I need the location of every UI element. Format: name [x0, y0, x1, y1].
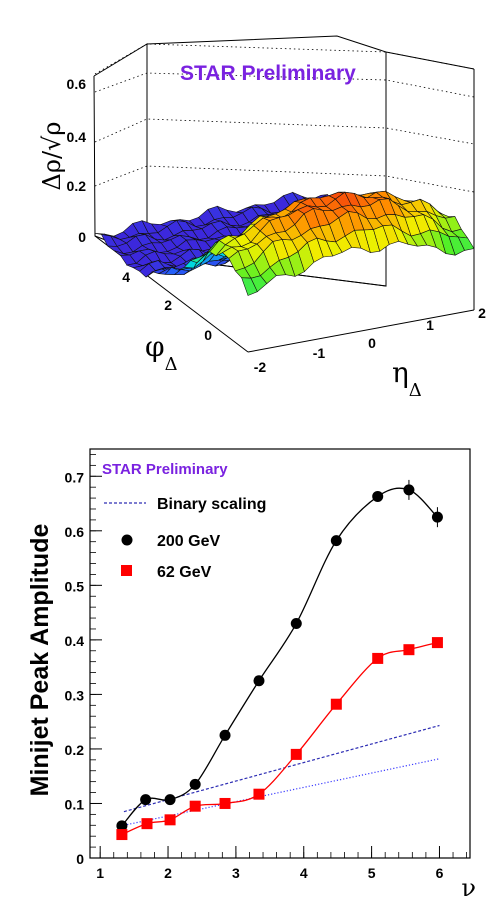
legend-200gev-marker	[121, 534, 133, 546]
y-tick-label: 0.2	[65, 742, 85, 758]
plot-area	[89, 448, 471, 859]
y-tick-label: 0	[204, 327, 212, 343]
point-200gev	[140, 794, 152, 806]
x-tick-label: 2	[164, 865, 172, 881]
y-tick-label: 0.3	[65, 687, 85, 703]
point-62gev	[253, 788, 265, 800]
y-tick-label: 0.4	[65, 633, 85, 649]
series-200gev-curve	[121, 487, 438, 827]
surface-cell	[457, 236, 475, 251]
x-tick-label: 1	[96, 865, 104, 881]
legend-title: STAR Preliminary	[102, 461, 228, 478]
plot-frame	[89, 448, 471, 859]
y-tick-label: 0	[76, 851, 84, 867]
x-tick-label: 6	[436, 865, 444, 881]
y-tick-label: 0.6	[65, 524, 85, 540]
z-tick-label: 0.2	[67, 178, 87, 194]
x-tick-label: 1	[426, 317, 434, 333]
z-axis-label: Δρ/√ρ	[38, 122, 66, 191]
chart-title: STAR Preliminary	[180, 62, 356, 85]
point-200gev	[219, 729, 231, 741]
series-lines	[121, 487, 440, 836]
point-62gev	[372, 652, 384, 664]
legend: STAR Preliminary Binary scaling 200 GeV …	[102, 461, 266, 581]
x-tick-label: 2	[478, 305, 486, 321]
y-tick-label: 0.5	[65, 578, 85, 594]
y-tick-label: 2	[164, 297, 172, 313]
point-200gev	[189, 778, 201, 790]
point-62gev	[141, 818, 153, 830]
surface-chart: 0.6 0.4 0.2 0 Δρ/√ρ 4 2 0 φΔ -2 -1 0 1 2…	[38, 35, 486, 400]
axis-ticks: 0 0.1 0.2 0.3 0.4 0.5 0.6 0.7 1 2 3 4 5 6	[65, 454, 468, 881]
binary-scaling-dotted-line	[123, 758, 440, 826]
x-tick-label: 0	[368, 335, 376, 351]
point-62gev	[189, 800, 201, 812]
x-axis-label: ηΔ	[392, 356, 422, 400]
point-200gev	[431, 511, 443, 523]
y-axis-label: Minijet Peak Amplitude	[26, 524, 54, 797]
surface-mesh	[94, 190, 475, 296]
x-tick-label: -1	[313, 345, 326, 361]
point-62gev	[116, 829, 128, 841]
y-tick-label: 0.7	[65, 469, 85, 485]
point-200gev	[372, 490, 384, 502]
point-62gev	[330, 698, 342, 710]
z-tick-label: 0	[78, 229, 86, 245]
z-gridlines	[94, 43, 475, 193]
x-tick-label: 4	[300, 865, 308, 881]
y-axis-label: φΔ	[145, 330, 178, 375]
point-200gev	[116, 820, 128, 832]
y-tick-label: 0.1	[65, 796, 85, 812]
legend-binary-label: Binary scaling	[157, 496, 266, 513]
x-tick-label: 5	[368, 865, 376, 881]
point-200gev	[290, 618, 302, 630]
legend-62gev-label: 62 GeV	[157, 564, 212, 581]
z-tick-label: 0.6	[67, 76, 87, 92]
series-markers	[116, 479, 443, 841]
binary-scaling-line	[123, 724, 440, 813]
series-62gev-curve	[121, 641, 438, 836]
point-200gev	[403, 484, 415, 496]
point-62gev	[290, 748, 302, 760]
point-200gev	[330, 535, 342, 547]
legend-200gev-label: 200 GeV	[157, 533, 220, 550]
x-tick-label: 3	[232, 865, 240, 881]
z-tick-label: 0.4	[67, 129, 87, 145]
y-tick-label: 4	[122, 269, 130, 285]
point-62gev	[403, 644, 415, 656]
point-200gev	[253, 675, 265, 687]
point-200gev	[164, 794, 176, 806]
x-axis-label: ν	[461, 874, 476, 901]
x-tick-label: -2	[254, 359, 267, 375]
point-62gev	[164, 814, 176, 826]
point-62gev	[219, 797, 231, 809]
legend-62gev-marker	[121, 565, 132, 576]
point-62gev	[431, 637, 443, 649]
